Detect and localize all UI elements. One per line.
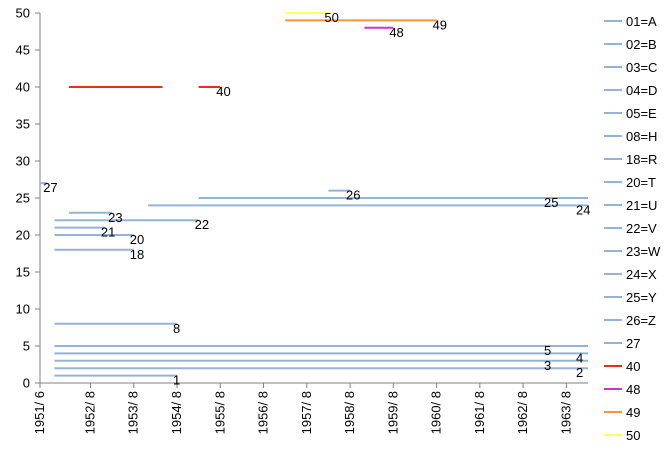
- x-tick-label: 1957/ 8: [299, 391, 314, 434]
- y-tick-label: 0: [23, 376, 30, 391]
- data-label-22: 22: [195, 217, 209, 232]
- data-label-8: 8: [173, 321, 180, 336]
- legend-label-21: 21=U: [626, 198, 657, 213]
- data-label-48: 48: [389, 25, 403, 40]
- y-tick-label: 20: [16, 228, 30, 243]
- data-label-40: 40: [216, 84, 230, 99]
- x-tick-label: 1956/ 8: [256, 391, 271, 434]
- legend-label-1: 01=A: [626, 14, 657, 29]
- x-tick-label: 1952/ 8: [82, 391, 97, 434]
- legend-label-24: 24=X: [626, 267, 657, 282]
- x-tick-label: 1961/ 8: [472, 391, 487, 434]
- data-label-26: 26: [346, 188, 360, 203]
- x-tick-label: 1960/ 8: [429, 391, 444, 434]
- legend-label-22: 22=V: [626, 221, 657, 236]
- legend-label-49: 49: [626, 405, 640, 420]
- y-tick-label: 25: [16, 191, 30, 206]
- x-tick-label: 1953/ 8: [126, 391, 141, 434]
- legend-label-25: 25=Y: [626, 290, 657, 305]
- legend-label-2: 02=B: [626, 37, 657, 52]
- data-label-3: 3: [544, 358, 551, 373]
- legend: 01=A 02=B 03=C 04=D 05=E 08=H 18=R 20=T 21=U 22=V…: [604, 14, 661, 443]
- y-tick-label: 40: [16, 80, 30, 95]
- y-tick-label: 30: [16, 154, 30, 169]
- data-label-24: 24: [576, 202, 590, 217]
- data-label-27: 27: [43, 180, 57, 195]
- y-tick-label: 10: [16, 302, 30, 317]
- x-tick-label: 1958/ 8: [342, 391, 357, 434]
- x-tick-label: 1955/ 8: [212, 391, 227, 434]
- x-tick-label: 1959/ 8: [385, 391, 400, 434]
- data-label-50: 50: [324, 10, 338, 25]
- y-tick-label: 15: [16, 265, 30, 280]
- data-label-23: 23: [108, 210, 122, 225]
- x-tick-label: 1954/ 8: [169, 391, 184, 434]
- legend-label-23: 23=W: [626, 244, 661, 259]
- x-tick-label: 1951/ 6: [32, 391, 47, 434]
- y-tick-label: 45: [16, 43, 30, 58]
- legend-label-27: 27: [626, 336, 640, 351]
- legend-label-8: 08=H: [626, 129, 657, 144]
- data-label-21: 21: [101, 225, 115, 240]
- legend-label-50: 50: [626, 428, 640, 443]
- legend-label-48: 48: [626, 382, 640, 397]
- legend-label-3: 03=C: [626, 60, 657, 75]
- data-label-2: 2: [576, 365, 583, 380]
- legend-label-26: 26=Z: [626, 313, 656, 328]
- legend-label-20: 20=T: [626, 175, 656, 190]
- legend-label-40: 40: [626, 359, 640, 374]
- y-tick-label: 50: [16, 6, 30, 21]
- x-tick-label: 1963/ 8: [558, 391, 573, 434]
- series-lines: [40, 12, 588, 377]
- legend-label-5: 05=E: [626, 106, 657, 121]
- y-axis-ticks: 0 5 10 15 20 25 30 35 40 45 50: [16, 6, 40, 391]
- data-label-1: 1: [173, 373, 180, 388]
- legend-label-4: 04=D: [626, 83, 657, 98]
- data-label-4: 4: [576, 350, 583, 365]
- data-label-49: 49: [433, 17, 447, 32]
- data-label-20: 20: [130, 232, 144, 247]
- data-label-18: 18: [130, 247, 144, 262]
- x-tick-label: 1962/ 8: [515, 391, 530, 434]
- y-tick-label: 35: [16, 117, 30, 132]
- legend-label-18: 18=R: [626, 152, 657, 167]
- data-label-5: 5: [544, 343, 551, 358]
- data-label-25: 25: [544, 195, 558, 210]
- y-tick-label: 5: [23, 339, 30, 354]
- x-axis-ticks: 1951/ 6 1952/ 8 1953/ 8 1954/ 8 1955/ 8 1956/…: [32, 383, 573, 434]
